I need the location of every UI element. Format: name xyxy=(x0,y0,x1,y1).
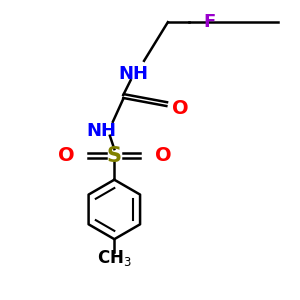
Text: S: S xyxy=(107,146,122,166)
Text: F: F xyxy=(203,13,216,31)
Text: O: O xyxy=(155,146,172,165)
Text: CH$_3$: CH$_3$ xyxy=(97,248,132,268)
Text: O: O xyxy=(58,146,75,165)
Text: O: O xyxy=(172,99,189,118)
Text: NH: NH xyxy=(86,122,116,140)
Text: NH: NH xyxy=(119,65,149,83)
